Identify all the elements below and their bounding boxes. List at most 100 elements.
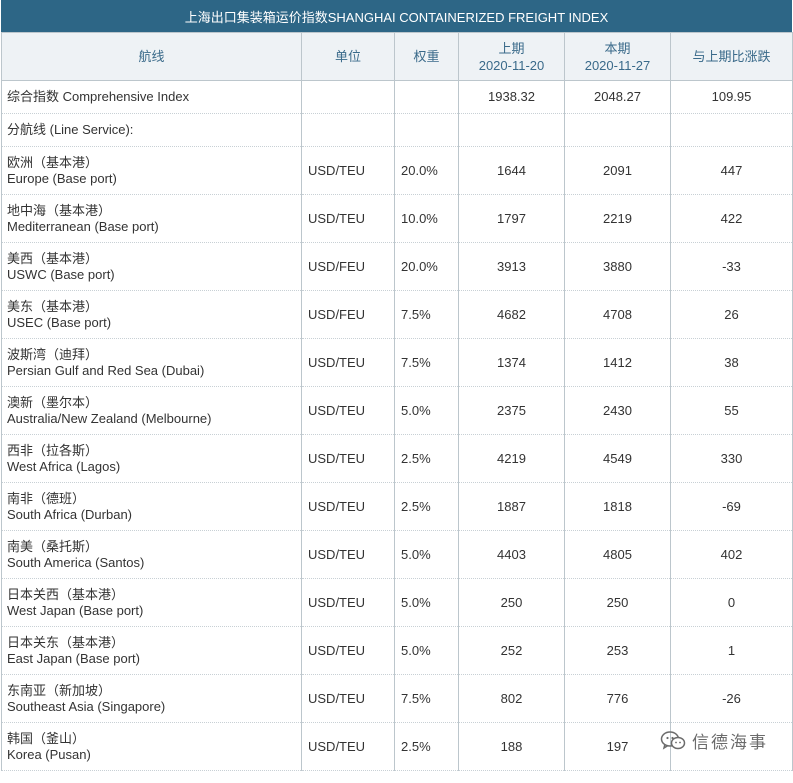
unit-cell: USD/FEU (301, 290, 395, 339)
change-cell: 402 (670, 530, 793, 579)
table-row: 东南亚（新加坡） Southeast Asia (Singapore) USD/TE… (1, 674, 793, 723)
route-name-cn: 日本关西（基本港） (7, 586, 125, 602)
watermark: 信德海事 (660, 728, 768, 753)
prev-cell: 1374 (458, 338, 565, 387)
table-row: 美西（基本港） USWC (Base port) USD/FEU 20.0% 3913 3… (1, 242, 793, 291)
curr-cell: 197 (564, 722, 671, 771)
table-row: 欧洲（基本港） Europe (Base port) USD/TEU 20.0% 164… (1, 146, 793, 195)
route-cell: 东南亚（新加坡） Southeast Asia (Singapore) (1, 674, 302, 723)
unit-cell: USD/TEU (301, 338, 395, 387)
change-cell: -26 (670, 674, 793, 723)
change-cell: 26 (670, 290, 793, 339)
prev-cell: 1644 (458, 146, 565, 195)
weight-cell: 7.5% (394, 338, 459, 387)
line-service-label: 分航线 (Line Service): (1, 113, 302, 147)
route-name-cn: 美西（基本港） (7, 250, 99, 266)
freight-index-table: 航线 单位 权重 上期 2020-11-20 本期 2020-11-27 与上期… (1, 32, 793, 771)
route-name-en: East Japan (Base port) (7, 650, 140, 666)
comprehensive-row: 综合指数 Comprehensive Index 1938.32 2048.27… (1, 80, 793, 114)
table-row: 西非（拉各斯） West Africa (Lagos) USD/TEU 2.5% 421… (1, 434, 793, 483)
change-cell (670, 722, 793, 771)
unit-cell: USD/TEU (301, 530, 395, 579)
prev-cell: 1797 (458, 194, 565, 243)
route-name-en: Mediterranean (Base port) (7, 218, 159, 234)
header-curr-date: 2020-11-27 (584, 57, 651, 73)
route-cell: 西非（拉各斯） West Africa (Lagos) (1, 434, 302, 483)
header-row: 航线 单位 权重 上期 2020-11-20 本期 2020-11-27 与上期… (1, 32, 793, 81)
route-name-en: Southeast Asia (Singapore) (7, 698, 166, 714)
weight-cell: 5.0% (394, 530, 459, 579)
route-cell: 南美（桑托斯） South America (Santos) (1, 530, 302, 579)
weight-cell: 7.5% (394, 674, 459, 723)
route-cell: 韩国（釜山） Korea (Pusan) (1, 722, 302, 771)
prev-cell: 4682 (458, 290, 565, 339)
change-cell: 1 (670, 626, 793, 675)
prev-cell: 3913 (458, 242, 565, 291)
route-cell: 南非（德班） South Africa (Durban) (1, 482, 302, 531)
route-name-en: Korea (Pusan) (7, 746, 91, 762)
weight-cell: 5.0% (394, 578, 459, 627)
route-cell: 美西（基本港） USWC (Base port) (1, 242, 302, 291)
weight-cell: 10.0% (394, 194, 459, 243)
route-name-en: West Africa (Lagos) (7, 458, 121, 474)
weight-cell: 2.5% (394, 434, 459, 483)
comprehensive-weight (394, 80, 459, 114)
line-service-empty-3 (458, 113, 565, 147)
header-prev: 上期 2020-11-20 (458, 32, 565, 81)
route-cell: 美东（基本港） USEC (Base port) (1, 290, 302, 339)
curr-cell: 250 (564, 578, 671, 627)
comprehensive-unit (301, 80, 395, 114)
unit-cell: USD/TEU (301, 194, 395, 243)
route-name-en: USEC (Base port) (7, 314, 112, 330)
route-name-cn: 日本关东（基本港） (7, 634, 125, 650)
change-cell: 55 (670, 386, 793, 435)
route-name-en: West Japan (Base port) (7, 602, 144, 618)
table-row: 韩国（釜山） Korea (Pusan) USD/TEU 2.5% 188 197 (1, 722, 793, 771)
route-cell: 地中海（基本港） Mediterranean (Base port) (1, 194, 302, 243)
unit-cell: USD/TEU (301, 626, 395, 675)
curr-cell: 253 (564, 626, 671, 675)
change-cell: -69 (670, 482, 793, 531)
change-cell: 38 (670, 338, 793, 387)
route-name-en: Europe (Base port) (7, 170, 117, 186)
curr-cell: 4549 (564, 434, 671, 483)
line-service-empty-4 (564, 113, 671, 147)
curr-cell: 776 (564, 674, 671, 723)
table-row: 南非（德班） South Africa (Durban) USD/TEU 2.5% 18… (1, 482, 793, 531)
table-title: 上海出口集装箱运价指数SHANGHAI CONTAINERIZED FREIGH… (1, 0, 792, 32)
change-cell: 330 (670, 434, 793, 483)
route-name-cn: 澳新（墨尔本） (7, 394, 99, 410)
prev-cell: 4219 (458, 434, 565, 483)
change-cell: 0 (670, 578, 793, 627)
route-name-cn: 韩国（釜山） (7, 730, 86, 746)
weight-cell: 20.0% (394, 146, 459, 195)
header-route: 航线 (1, 32, 302, 81)
header-weight: 权重 (394, 32, 459, 81)
table-row: 地中海（基本港） Mediterranean (Base port) USD/TEU… (1, 194, 793, 243)
route-cell: 欧洲（基本港） Europe (Base port) (1, 146, 302, 195)
prev-cell: 252 (458, 626, 565, 675)
change-cell: 447 (670, 146, 793, 195)
header-prev-date: 2020-11-20 (478, 57, 545, 73)
route-cell: 日本关西（基本港） West Japan (Base port) (1, 578, 302, 627)
route-name-en: USWC (Base port) (7, 266, 115, 282)
change-cell: 422 (670, 194, 793, 243)
weight-cell: 2.5% (394, 722, 459, 771)
unit-cell: USD/TEU (301, 482, 395, 531)
weight-cell: 2.5% (394, 482, 459, 531)
weight-cell: 5.0% (394, 626, 459, 675)
table-row: 波斯湾（迪拜） Persian Gulf and Red Sea (Dubai) U… (1, 338, 793, 387)
unit-cell: USD/TEU (301, 722, 395, 771)
route-name-cn: 西非（拉各斯） (7, 442, 99, 458)
table-row: 日本关东（基本港） East Japan (Base port) USD/TEU 5.… (1, 626, 793, 675)
unit-cell: USD/TEU (301, 674, 395, 723)
wechat-icon (660, 730, 686, 750)
prev-cell: 250 (458, 578, 565, 627)
table-row: 日本关西（基本港） West Japan (Base port) USD/TEU 5.… (1, 578, 793, 627)
prev-cell: 1887 (458, 482, 565, 531)
curr-cell: 4805 (564, 530, 671, 579)
table-row: 澳新（墨尔本） Australia/New Zealand (Melbourne)… (1, 386, 793, 435)
route-name-en: South America (Santos) (7, 554, 145, 570)
header-prev-label: 上期 (498, 40, 525, 56)
